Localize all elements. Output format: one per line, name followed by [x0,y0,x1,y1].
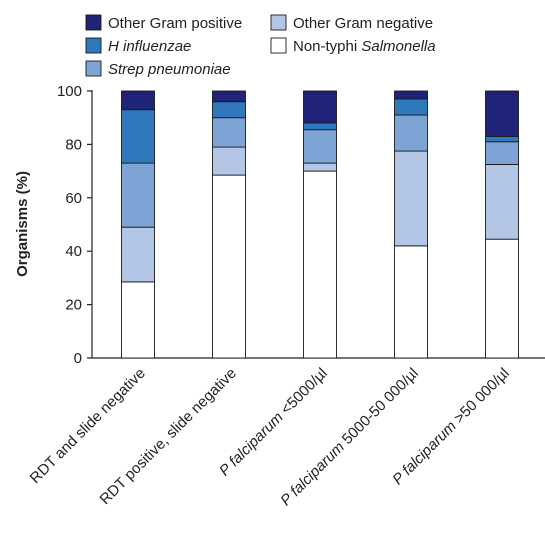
legend-label-strep: Strep pneumoniae [108,61,231,78]
bar-segment-other_gram_neg [212,146,246,176]
bar-segment-other_gram_neg [394,150,428,247]
bar-segment-hinfluenzae [394,98,428,116]
y-tick-label: 60 [65,190,82,207]
legend-swatch-other_gram_neg [270,14,287,31]
bar-segment-other_gram_neg [121,226,155,283]
bar-segment-salmonella [303,170,337,359]
y-tick-label: 0 [74,350,82,367]
legend-swatch-salmonella [270,37,287,54]
legend-swatch-hinfluenzae [85,37,102,54]
legend: Other Gram positive Other Gram negative H … [85,14,436,78]
bar-segment-hinfluenzae [212,101,246,119]
bar-segment-salmonella [485,238,519,359]
legend-swatch-other_gram_pos [85,14,102,31]
bar-segment-other_gram_pos [121,90,155,111]
bar-segment-strep [121,162,155,228]
bar-segment-hinfluenzae [303,122,337,131]
legend-label-hinfluenzae: H influenzae [108,38,191,55]
y-tick-label: 40 [65,243,82,260]
y-tick-label: 20 [65,297,82,314]
bar-segment-salmonella [212,174,246,359]
bar-segment-other_gram_pos [394,90,428,100]
legend-label-other_gram_pos: Other Gram positive [108,15,242,32]
bar-segment-other_gram_pos [212,90,246,103]
y-tick-label: 80 [65,136,82,153]
bar-segment-strep [485,141,519,165]
bar-segment-salmonella [394,245,428,359]
legend-swatch-strep [85,60,102,77]
bar-segment-hinfluenzae [485,135,519,143]
bar-segment-other_gram_neg [485,163,519,240]
bar-segment-other_gram_neg [303,162,337,172]
legend-label-other_gram_neg: Other Gram negative [293,15,433,32]
bar-segment-hinfluenzae [121,109,155,164]
legend-label-salmonella: Non-typhi Salmonella [293,38,436,55]
bar-segment-strep [394,114,428,152]
bar-segment-salmonella [121,281,155,359]
y-axis-label: Organisms (%) [14,171,31,277]
bar-segment-strep [212,117,246,148]
bar-segment-strep [303,129,337,164]
bar-segment-other_gram_pos [303,90,337,124]
y-tick-label: 100 [57,83,82,100]
bar-segment-other_gram_pos [485,90,519,137]
